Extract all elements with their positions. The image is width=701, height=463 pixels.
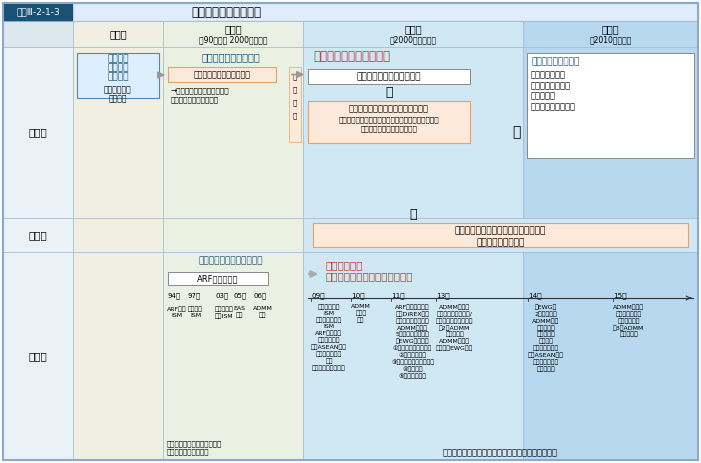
Text: 相互理解・信頼関係の増進: 相互理解・信頼関係の増進 <box>193 70 250 79</box>
Bar <box>523 21 698 47</box>
Text: テロ・越境
犯罪ISM: テロ・越境 犯罪ISM <box>215 306 233 319</box>
Bar <box>308 69 470 84</box>
Text: 当面は信頼醸成を主眼: 当面は信頼醸成を主眼 <box>167 449 210 455</box>
Text: 三国間: 三国間 <box>29 230 48 240</box>
Text: 引: 引 <box>293 74 297 80</box>
Bar <box>303 21 523 47</box>
Text: 11年: 11年 <box>391 293 404 299</box>
Text: 10年: 10年 <box>351 293 365 299</box>
Text: き: き <box>293 113 297 119</box>
Text: 「交流」から「協力」へ: 「交流」から「協力」へ <box>313 50 390 63</box>
Text: 災害救援
ISM: 災害救援 ISM <box>188 306 203 318</box>
Bar <box>3 47 73 218</box>
Bar <box>303 252 523 460</box>
Text: 紛争解決を最終目標とするも: 紛争解決を最終目標とするも <box>167 441 222 447</box>
Text: 草創期: 草創期 <box>224 24 242 34</box>
Text: 94年: 94年 <box>167 293 180 299</box>
Text: 06年: 06年 <box>253 293 266 299</box>
Bar <box>303 218 698 252</box>
Text: 発展期: 発展期 <box>404 24 422 34</box>
Text: （日米豪、日米韓）: （日米豪、日米韓） <box>476 238 524 248</box>
Text: ・能力構築支援　等: ・能力構築支援 等 <box>531 102 576 112</box>
Text: 各EWG等
2期活動開始
ADMMプラ
ス海洋安全
保障机上演
習対テロ
演習オブザーブ
日・ASEAN防衛
担当大臣ラウン
ドテーブル: 各EWG等 2期活動開始 ADMMプラ ス海洋安全 保障机上演 習対テロ 演習オ… <box>528 304 564 372</box>
Bar <box>527 53 694 158</box>
Bar <box>73 21 163 47</box>
Bar <box>73 252 163 460</box>
Text: ARF創設
ISM: ARF創設 ISM <box>167 306 186 318</box>
Text: ・運用面における: ・運用面における <box>531 81 571 90</box>
Text: より具体的な協力へ: より具体的な協力へ <box>531 57 579 67</box>
Bar <box>289 67 301 142</box>
Text: 続: 続 <box>293 100 297 106</box>
Text: 09年: 09年 <box>311 293 325 299</box>
Bar <box>303 47 523 218</box>
Bar <box>308 101 470 143</box>
Text: 域内における安保・防衛協力の推進: 域内における安保・防衛協力の推進 <box>349 105 429 113</box>
Bar <box>77 53 159 98</box>
Bar <box>3 21 73 47</box>
Text: ADMMプラス
人道支援・災害
救援机上演習
第3回ADMM
プラス開催: ADMMプラス 人道支援・災害 救援机上演習 第3回ADMM プラス開催 <box>613 304 644 338</box>
Text: 「対話」から: 「対話」から <box>325 260 362 270</box>
Text: 深化期: 深化期 <box>601 24 619 34</box>
Text: ＋: ＋ <box>512 125 520 139</box>
Text: 対策など）、後方分野が中心: 対策など）、後方分野が中心 <box>360 125 417 132</box>
Text: 「交流」: 「交流」 <box>107 73 129 81</box>
Text: ADMM
創設: ADMM 創設 <box>253 306 273 318</box>
Text: 非伝統的安全保障（災害救援、海洋安全保障、テロ: 非伝統的安全保障（災害救援、海洋安全保障、テロ <box>339 117 440 123</box>
Text: 限定的な: 限定的な <box>107 63 129 73</box>
Text: （2010年代～）: （2010年代～） <box>590 36 632 44</box>
Text: 03年: 03年 <box>215 293 229 299</box>
Bar <box>163 252 303 460</box>
Text: 政策的「交流」の開始: 政策的「交流」の開始 <box>202 52 260 62</box>
Text: ・相互理解の促進に主眼: ・相互理解の促進に主眼 <box>171 97 219 103</box>
Text: 具体的・実践的な協力を通じ安保・防衛協力を強化: 具体的・実践的な協力を通じ安保・防衛協力を強化 <box>443 449 558 457</box>
Text: 図表Ⅲ-2-1-3: 図表Ⅲ-2-1-3 <box>16 7 60 17</box>
Text: 域内多国間「対話」の開始: 域内多国間「対話」の開始 <box>199 257 264 265</box>
Text: 05年: 05年 <box>233 293 246 299</box>
Text: 協力強化: 協力強化 <box>531 92 556 100</box>
Text: ADMM
プラス
創設: ADMM プラス 創設 <box>351 304 371 323</box>
Text: 局所的・: 局所的・ <box>107 55 129 63</box>
Text: （90年代～ 2000年初頭）: （90年代～ 2000年初頭） <box>199 36 267 44</box>
Text: ADMMプラス
人道支援・災害数援/
防衛医学実戦演習実施
第2回ADMM
プラス開催
ADMMプラス
地雷処理EWG新設: ADMMプラス 人道支援・災害数援/ 防衛医学実戦演習実施 第2回ADMM プラ… <box>436 304 473 351</box>
Bar <box>163 218 303 252</box>
Bar <box>3 218 73 252</box>
Text: 冷戦期: 冷戦期 <box>109 29 127 39</box>
Text: 対話、交流から協力へ: 対話、交流から協力へ <box>191 6 261 19</box>
Text: 相互理解・信頼関係の増進: 相互理解・信頼関係の増進 <box>357 72 421 81</box>
Bar <box>523 47 698 218</box>
Text: 97年: 97年 <box>188 293 201 299</box>
Text: 二国間・多国間協力を補完する枠組み: 二国間・多国間協力を補完する枠組み <box>455 226 546 236</box>
Bar <box>523 252 698 460</box>
Text: 中国・韓国・: 中国・韓国・ <box>104 86 132 94</box>
Bar <box>163 21 303 47</box>
Text: 15年: 15年 <box>613 293 627 299</box>
Bar <box>168 67 276 82</box>
Bar <box>73 218 163 252</box>
Text: き: き <box>293 87 297 94</box>
Text: EAS
創設: EAS 創設 <box>233 306 245 318</box>
Bar <box>4 4 72 20</box>
Text: 多国間: 多国間 <box>29 351 48 361</box>
Bar <box>163 47 303 218</box>
Bar <box>168 272 268 285</box>
Text: ＋: ＋ <box>386 86 393 99</box>
Text: ARF災害救援実動
演習DiREX実施
（以降、隔年実施）
ADMMプラス
5分野の専門家会合
（EWG）の創設
①人道支援・災害救援
②海上安全保障
③カウン: ARF災害救援実動 演習DiREX実施 （以降、隔年実施） ADMMプラス 5分… <box>391 304 434 379</box>
Bar <box>3 252 73 460</box>
Text: 13年: 13年 <box>436 293 449 299</box>
Text: ＋: ＋ <box>409 207 417 220</box>
Text: ・防衛装備協力: ・防衛装備協力 <box>531 70 566 80</box>
Text: （2000年初頭～）: （2000年初頭～） <box>390 36 437 44</box>
Text: 14年: 14年 <box>528 293 542 299</box>
Bar <box>73 47 163 218</box>
Bar <box>3 3 698 21</box>
Text: 「協力（域内秩序の構築）」へ: 「協力（域内秩序の構築）」へ <box>325 271 412 281</box>
Bar <box>313 223 688 247</box>
Text: 西欧など: 西欧など <box>109 94 128 104</box>
Text: ARFなどの発展: ARFなどの発展 <box>197 274 239 283</box>
Text: 二国間: 二国間 <box>29 127 48 138</box>
Text: →各国の国防政策に係る説明: →各国の国防政策に係る説明 <box>171 88 230 94</box>
Text: 海上安全保障
ISM
不拡散及び軍縮
ISM
ARF災害救援
実戦演習実施
日・ASEAN諸国
防衛当局次官級
会合
（以降、年次開催）: 海上安全保障 ISM 不拡散及び軍縮 ISM ARF災害救援 実戦演習実施 日・… <box>311 304 347 371</box>
